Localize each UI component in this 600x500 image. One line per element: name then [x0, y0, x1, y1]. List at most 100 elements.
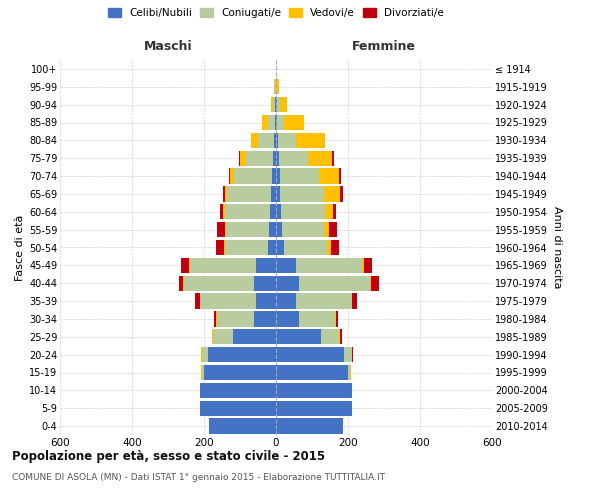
Bar — [276, 276, 299, 291]
Bar — [276, 365, 348, 380]
Bar — [344, 347, 352, 362]
Bar — [214, 312, 216, 326]
Bar — [269, 204, 276, 220]
Bar — [189, 258, 190, 273]
Bar — [276, 186, 280, 202]
Bar — [340, 329, 341, 344]
Bar — [272, 168, 276, 184]
Bar — [224, 204, 269, 220]
Bar — [223, 204, 224, 220]
Bar — [296, 258, 362, 273]
Bar — [268, 115, 275, 130]
Bar — [181, 258, 189, 273]
Bar — [274, 97, 275, 112]
Bar — [233, 329, 276, 344]
Bar — [184, 276, 254, 291]
Bar — [202, 347, 208, 362]
Bar — [299, 312, 335, 326]
Bar — [276, 150, 279, 166]
Bar — [274, 133, 276, 148]
Bar — [276, 204, 281, 220]
Bar — [212, 329, 213, 344]
Bar — [256, 294, 276, 308]
Bar — [276, 133, 278, 148]
Bar — [276, 240, 284, 255]
Bar — [296, 133, 325, 148]
Bar — [254, 276, 276, 291]
Bar — [362, 258, 364, 273]
Bar — [329, 222, 337, 237]
Bar — [276, 400, 352, 416]
Bar — [273, 150, 276, 166]
Bar — [277, 97, 280, 112]
Bar — [276, 258, 296, 273]
Bar — [276, 168, 280, 184]
Bar — [224, 240, 225, 255]
Bar — [204, 365, 276, 380]
Bar — [213, 329, 233, 344]
Bar — [271, 97, 274, 112]
Bar — [200, 383, 276, 398]
Bar — [324, 222, 329, 237]
Y-axis label: Anni di nascita: Anni di nascita — [552, 206, 562, 289]
Bar — [209, 418, 276, 434]
Bar — [339, 329, 340, 344]
Bar — [331, 240, 338, 255]
Bar — [276, 312, 299, 326]
Bar — [319, 168, 339, 184]
Bar — [332, 150, 334, 166]
Bar — [280, 97, 287, 112]
Bar — [229, 168, 230, 184]
Bar — [268, 240, 276, 255]
Bar — [196, 294, 200, 308]
Bar — [325, 204, 332, 220]
Bar — [234, 168, 272, 184]
Bar — [179, 276, 184, 291]
Bar — [216, 312, 217, 326]
Bar — [200, 294, 256, 308]
Bar — [281, 204, 325, 220]
Text: COMUNE DI ASOLA (MN) - Dati ISTAT 1° gennaio 2015 - Elaborazione TUTTITALIA.IT: COMUNE DI ASOLA (MN) - Dati ISTAT 1° gen… — [12, 472, 385, 482]
Bar — [275, 97, 276, 112]
Bar — [227, 186, 271, 202]
Bar — [332, 204, 336, 220]
Bar — [299, 276, 370, 291]
Bar — [217, 312, 254, 326]
Bar — [216, 240, 224, 255]
Bar — [224, 222, 226, 237]
Bar — [201, 347, 202, 362]
Bar — [279, 150, 308, 166]
Bar — [223, 186, 224, 202]
Bar — [239, 150, 246, 166]
Bar — [276, 115, 277, 130]
Bar — [371, 276, 379, 291]
Bar — [364, 258, 372, 273]
Y-axis label: Fasce di età: Fasce di età — [14, 214, 25, 280]
Text: Maschi: Maschi — [143, 40, 193, 53]
Bar — [262, 115, 268, 130]
Bar — [276, 329, 321, 344]
Bar — [269, 222, 276, 237]
Bar — [224, 186, 227, 202]
Bar — [220, 204, 223, 220]
Bar — [254, 312, 276, 326]
Bar — [284, 115, 304, 130]
Bar — [208, 347, 276, 362]
Bar — [275, 115, 276, 130]
Bar — [276, 347, 344, 362]
Bar — [190, 258, 256, 273]
Bar — [226, 222, 269, 237]
Bar — [277, 79, 279, 94]
Bar — [277, 115, 284, 130]
Bar — [352, 347, 353, 362]
Bar — [202, 365, 204, 380]
Bar — [276, 383, 352, 398]
Text: Femmine: Femmine — [352, 40, 416, 53]
Bar — [256, 258, 276, 273]
Bar — [370, 276, 371, 291]
Legend: Celibi/Nubili, Coniugati/e, Vedovi/e, Divorziati/e: Celibi/Nubili, Coniugati/e, Vedovi/e, Di… — [108, 8, 444, 18]
Bar — [225, 240, 268, 255]
Bar — [339, 168, 341, 184]
Bar — [258, 133, 274, 148]
Bar — [278, 133, 296, 148]
